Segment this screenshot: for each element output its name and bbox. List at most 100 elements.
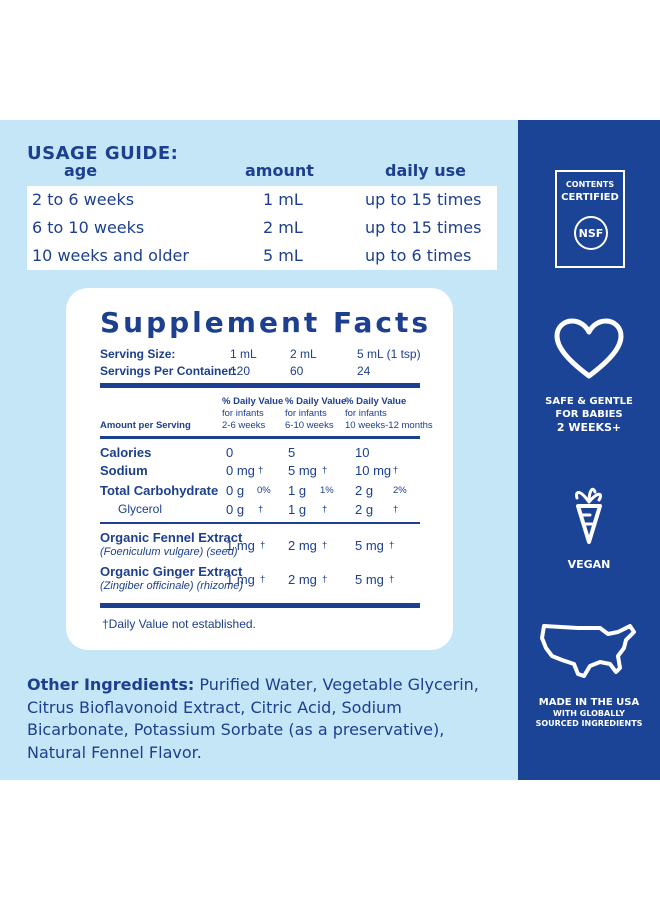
nutrient-dv: † [393,465,399,476]
extract-value: 1 mg [226,538,255,553]
serving-size-label: Serving Size: [100,347,176,361]
servings-1: 120 [230,364,251,378]
thick-rule [100,603,420,608]
servings-label: Servings Per Container: [100,364,237,378]
usage-daily: up to 15 times [365,190,482,209]
thick-rule [100,383,420,388]
extract-dv: † [260,574,266,585]
nutrient-dv: 0% [257,485,271,496]
made-line-2: WITH GLOBALLY [553,709,625,718]
supplement-facts-title: Supplement Facts [100,306,432,339]
nutrient-dv: † [258,465,264,476]
nutrient-dv: † [322,504,328,515]
usage-amount: 2 mL [263,218,303,237]
footnote: †Daily Value not established. [102,617,256,631]
other-ingredients-label: Other Ingredients: [27,675,195,694]
serving-size-1: 1 mL [230,347,257,361]
header-amount: amount [245,161,314,180]
nsf-logo-icon: NSF [574,216,608,250]
safe-line-3: 2 WEEKS+ [556,421,622,434]
medium-rule [100,436,420,439]
safe-line-2: FOR BABIES [555,409,623,420]
dv-col-3-l1: % Daily Value [345,396,407,407]
nutrient-value: 5 [288,445,296,460]
usage-guide-title: USAGE GUIDE: [27,143,179,164]
servings-2: 60 [290,364,304,378]
usage-daily: up to 6 times [365,246,472,265]
usage-row: 10 weeks and older 5 mL up to 6 times [27,242,497,270]
extract-value: 5 mg [355,572,384,587]
extract-dv: † [389,540,395,551]
extract-sub: (Zingiber officinale) (rhizome) [100,580,244,592]
usage-daily: up to 15 times [365,218,482,237]
nutrient-value: 2 g [355,483,374,498]
usage-amount: 5 mL [263,246,303,265]
nutrient-value: 0 mg [226,463,255,478]
nutrient-value: 0 g [226,502,245,517]
extract-value: 1 mg [226,572,255,587]
usage-row: 6 to 10 weeks 2 mL up to 15 times [27,214,497,242]
usa-map-icon [540,624,636,678]
dv-col-1-l2: for infants [222,408,264,419]
nutrient-name: Glycerol [118,502,163,516]
extract-value: 2 mg [288,538,317,553]
nutrient-dv: † [322,465,328,476]
nutrient-name: Calories [100,445,152,460]
serving-size-3: 5 mL (1 tsp) [357,347,421,361]
nutrient-dv: † [258,504,264,515]
dv-col-1-l3: 2-6 weeks [222,420,266,431]
nutrient-value: 1 g [288,502,307,517]
usage-row: 2 to 6 weeks 1 mL up to 15 times [27,186,497,214]
nutrient-name: Total Carbohydrate [100,483,219,498]
extract-dv: † [322,540,328,551]
nutrient-value: 10 mg [355,463,392,478]
servings-3: 24 [357,364,371,378]
nutrient-value: 10 [355,445,370,460]
usage-age: 10 weeks and older [32,246,189,265]
serving-size-2: 2 mL [290,347,317,361]
usage-amount: 1 mL [263,190,303,209]
extract-dv: † [260,540,266,551]
vegan-label: VEGAN [567,558,611,571]
supplement-facts-card: Supplement Facts Serving Size: 1 mL 2 mL… [66,288,453,650]
other-ingredients: Other Ingredients: Purified Water, Veget… [27,674,497,764]
nutrient-dv: † [393,504,399,515]
nutrient-dv: 1% [320,485,334,496]
nutrient-value: 5 mg [288,463,317,478]
badge-line2: CERTIFIED [561,192,619,203]
badge-line1: CONTENTS [565,180,615,189]
nsf-certified-badge: CONTENTS CERTIFIED NSF [555,170,625,268]
nutrient-dv: 2% [393,485,407,496]
nutrient-value: 0 [226,445,234,460]
extract-dv: † [389,574,395,585]
heart-icon [554,318,624,379]
dv-col-1-l1: % Daily Value [222,396,284,407]
rule [100,522,420,524]
usage-age: 6 to 10 weeks [32,218,145,237]
header-daily-use: daily use [385,161,466,180]
extract-sub: (Foeniculum vulgare) (seed) [100,546,238,558]
usage-age: 2 to 6 weeks [32,190,135,209]
extract-name: Organic Ginger Extract [100,564,243,579]
other-ingredients-text: Purified Water, Vegetable Glycerin, Citr… [27,675,479,762]
made-line-3: SOURCED INGREDIENTS [535,719,643,728]
nutrient-name: Sodium [100,463,148,478]
header-age: age [64,161,98,180]
dv-col-3-l3: 10 weeks-12 months [345,420,433,431]
dv-col-2-l2: for infants [285,408,327,419]
nsf-logo-text: NSF [578,227,604,240]
nutrient-value: 1 g [288,483,307,498]
extract-name: Organic Fennel Extract [100,530,243,545]
dv-col-2-l3: 6-10 weeks [285,420,334,431]
carrot-icon [575,487,602,544]
dv-col-3-l2: for infants [345,408,387,419]
safe-line-1: SAFE & GENTLE [545,396,633,407]
extract-dv: † [322,574,328,585]
extract-value: 5 mg [355,538,384,553]
amount-per-serving-label: Amount per Serving [100,420,191,431]
nutrient-value: 0 g [226,483,245,498]
extract-value: 2 mg [288,572,317,587]
dv-col-2-l1: % Daily Value [285,396,347,407]
made-line-1: MADE IN THE USA [538,697,640,708]
nutrient-value: 2 g [355,502,374,517]
